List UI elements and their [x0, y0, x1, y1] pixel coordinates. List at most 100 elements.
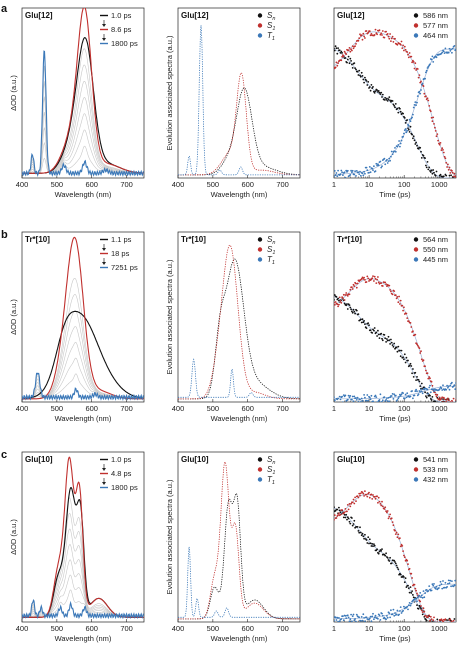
data-point [408, 567, 411, 570]
data-point [379, 160, 382, 163]
data-point [346, 510, 348, 513]
data-point [353, 395, 356, 398]
data-point [379, 619, 382, 621]
data-point [369, 398, 372, 401]
data-point [400, 40, 403, 43]
legend-swatch [257, 33, 263, 38]
series-line-1 [22, 456, 144, 618]
data-point [351, 395, 354, 398]
data-point [454, 175, 456, 178]
data-point [445, 401, 448, 402]
data-point [366, 84, 369, 86]
data-point [412, 137, 414, 140]
data-point [342, 394, 345, 396]
legend-label: 1800 ps [111, 483, 138, 492]
data-point [394, 562, 397, 565]
data-point [392, 41, 395, 43]
data-point [347, 394, 350, 397]
data-point [385, 552, 387, 555]
data-point [366, 542, 369, 544]
data-point [358, 37, 361, 40]
data-point [415, 69, 417, 71]
data-point [395, 346, 398, 349]
data-point [443, 155, 446, 158]
data-point [357, 401, 360, 402]
data-point [434, 587, 437, 590]
data-point [381, 339, 384, 342]
data-point [418, 74, 421, 76]
data-point [430, 618, 433, 620]
data-point [442, 401, 444, 402]
data-point [416, 344, 419, 347]
data-point [362, 78, 365, 81]
data-point [352, 400, 355, 402]
data-point [407, 359, 409, 362]
data-point [373, 616, 376, 619]
data-point [384, 554, 387, 557]
data-point [366, 394, 369, 396]
data-point [377, 496, 380, 499]
data-point [394, 37, 396, 40]
data-point [363, 276, 365, 279]
data-point [410, 592, 413, 594]
data-point [441, 587, 444, 590]
data-point [380, 332, 383, 335]
data-point [381, 34, 383, 36]
data-point [399, 349, 401, 352]
data-point [364, 533, 366, 536]
data-point [422, 85, 425, 87]
data-point [451, 171, 454, 174]
data-point [434, 393, 437, 396]
data-point [409, 322, 412, 324]
data-point [371, 332, 374, 334]
data-point [394, 394, 397, 397]
data-point [334, 401, 337, 402]
data-point [384, 281, 387, 284]
data-point [433, 171, 435, 174]
legend-swatch [257, 467, 263, 472]
data-point [399, 545, 402, 548]
data-point [377, 617, 379, 620]
data-point [362, 278, 365, 280]
data-point [383, 616, 386, 619]
data-point [334, 170, 336, 172]
data-point [390, 37, 393, 40]
data-point [426, 67, 429, 69]
data-point [355, 309, 358, 312]
x-axis-label: Wavelength (nm) [55, 414, 112, 423]
data-point [373, 618, 375, 621]
data-point [392, 524, 395, 527]
data-point [363, 495, 365, 497]
data-point [450, 405, 452, 407]
data-point [365, 539, 368, 541]
data-point [341, 171, 343, 174]
data-point [417, 393, 420, 395]
data-point [453, 384, 456, 387]
data-point [420, 150, 422, 153]
data-point [344, 294, 347, 296]
data-point [360, 277, 363, 280]
data-point [435, 135, 438, 138]
data-point [449, 403, 451, 405]
data-point [378, 399, 381, 401]
x-tick-label: 400 [172, 180, 185, 189]
data-point [386, 159, 388, 161]
x-tick-label: 500 [207, 404, 220, 413]
data-point [400, 393, 403, 396]
legend-swatch [413, 247, 419, 252]
panel-title: Glu[12] [337, 11, 365, 20]
data-point [447, 397, 449, 400]
data-point [352, 498, 355, 501]
plot-area [334, 275, 456, 407]
data-point [427, 99, 430, 102]
series-dots-2 [178, 25, 300, 176]
axes-frame [177, 231, 301, 403]
data-point [364, 396, 366, 399]
data-point [395, 613, 398, 616]
data-point [386, 285, 388, 287]
data-point [362, 32, 365, 35]
data-point [424, 592, 426, 594]
data-point [429, 110, 432, 113]
data-point [380, 504, 383, 507]
